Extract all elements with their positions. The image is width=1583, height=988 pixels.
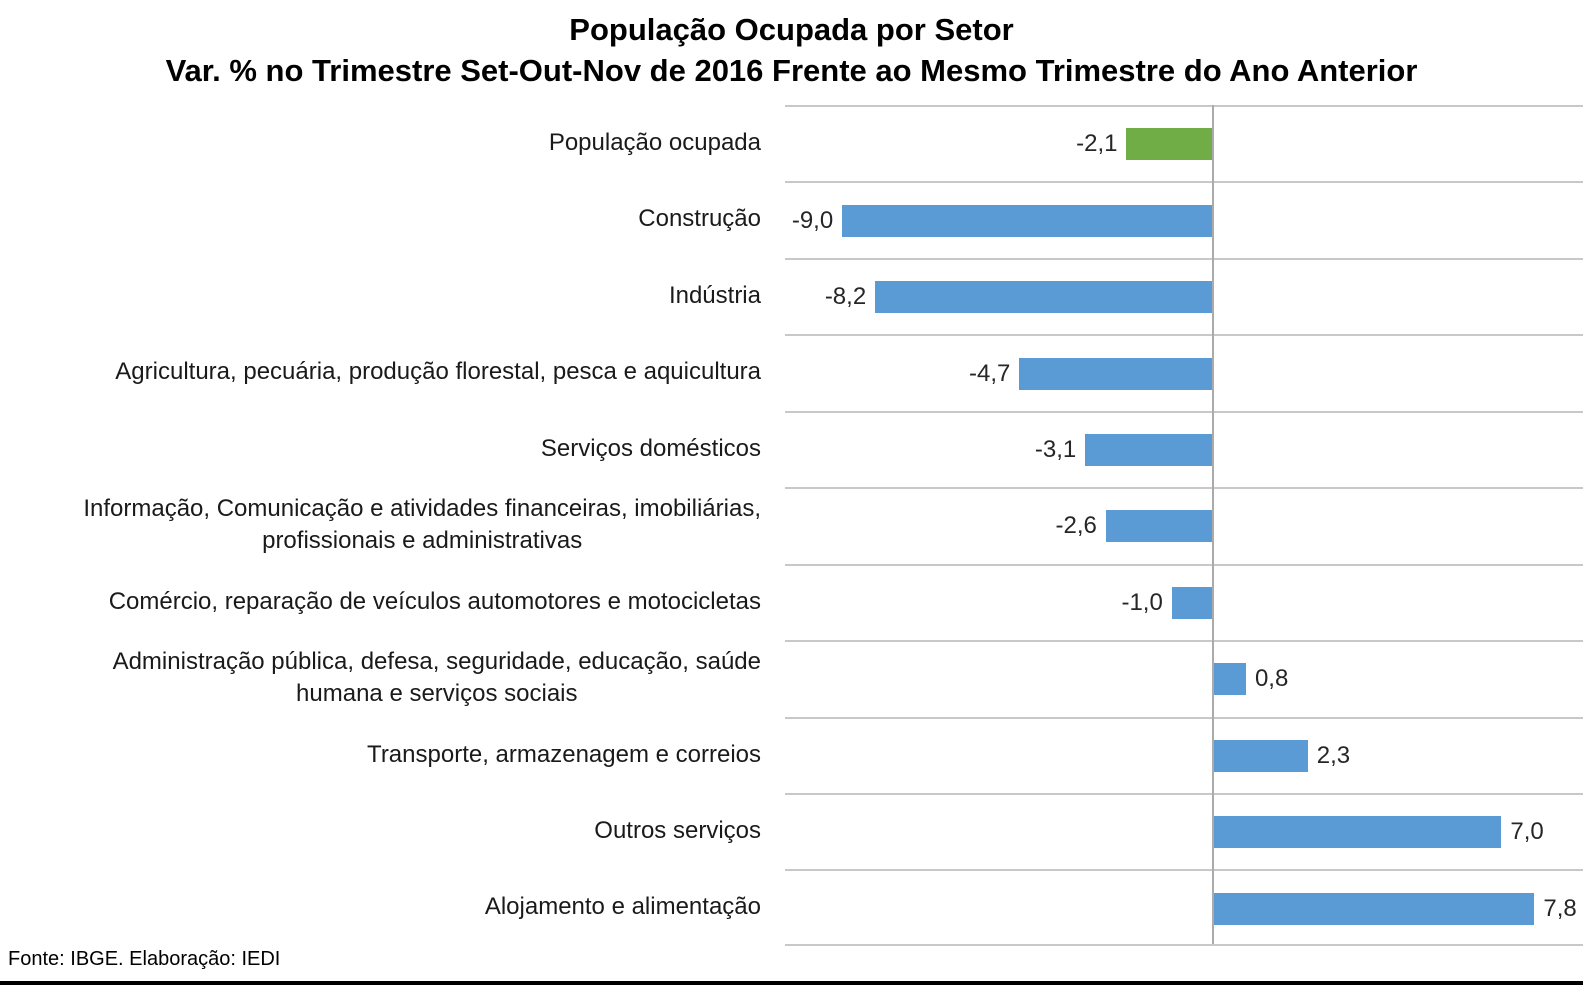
chart-row: População ocupada -2,1: [0, 105, 1583, 181]
plot-bottom-gridline: [785, 944, 1583, 946]
category-label: Outros serviços: [594, 816, 761, 844]
category-label: Transporte, armazenagem e correios: [367, 740, 761, 768]
bar: [1085, 433, 1213, 466]
plot-cell: 0,8: [785, 640, 1583, 716]
value-label: -3,1: [1034, 435, 1077, 463]
value-label: 2,3: [1316, 741, 1351, 769]
bar: [1213, 739, 1308, 772]
plot-cell: -8,2: [785, 257, 1583, 334]
category-label: Alojamento e alimentação: [484, 893, 761, 921]
chart-row: Agricultura, pecuária, produção floresta…: [0, 334, 1583, 410]
chart-row: Alojamento e alimentação 7,8: [0, 869, 1583, 945]
plot-cell: -1,0: [785, 563, 1583, 640]
bar: [1171, 586, 1213, 619]
plot-cell: 7,8: [785, 869, 1583, 945]
value-label: 7,0: [1510, 818, 1544, 846]
value-label: -2,1: [1076, 130, 1118, 158]
category-label-cell: Administração pública, defesa, seguridad…: [0, 640, 785, 716]
plot-cell: -3,1: [785, 410, 1583, 487]
chart-row: Indústria -8,2: [0, 257, 1583, 334]
bar-chart: População ocupada -2,1 Construção -9,0 I…: [0, 105, 1583, 946]
category-label: Indústria: [668, 281, 761, 309]
bar: [842, 204, 1213, 237]
chart-title-block: População Ocupada por Setor Var. % no Tr…: [0, 10, 1583, 92]
category-label-cell: Construção: [0, 181, 785, 257]
source-note: Fonte: IBGE. Elaboração: IEDI: [8, 948, 281, 970]
plot-cell: -9,0: [785, 181, 1583, 257]
chart-row: Serviços domésticos -3,1: [0, 410, 1583, 487]
category-label: Comércio, reparação de veículos automoto…: [108, 587, 761, 615]
category-label-cell: Alojamento e alimentação: [0, 869, 785, 945]
category-label-cell: Agricultura, pecuária, produção floresta…: [0, 334, 785, 410]
chart-row: Informação, Comunicação e atividades fin…: [0, 487, 1583, 563]
zero-axis-line: [1212, 105, 1214, 946]
plot-cell: -2,1: [785, 105, 1583, 181]
category-label: Construção: [638, 205, 761, 233]
bar: [1213, 892, 1535, 925]
value-label: -9,0: [791, 206, 834, 234]
category-label: Agricultura, pecuária, produção floresta…: [115, 358, 761, 386]
category-label-cell: Informação, Comunicação e atividades fin…: [0, 487, 785, 563]
chart-row: Construção -9,0: [0, 181, 1583, 257]
bar: [1105, 510, 1213, 543]
category-label: População ocupada: [548, 129, 761, 157]
value-label: -4,7: [969, 359, 1011, 387]
plot-cell: 2,3: [785, 716, 1583, 793]
value-label: -8,2: [824, 283, 867, 311]
category-label-cell: População ocupada: [0, 105, 785, 181]
chart-row: Comércio, reparação de veículos automoto…: [0, 563, 1583, 640]
plot-cell: -4,7: [785, 334, 1583, 410]
chart-subtitle: Var. % no Trimestre Set-Out-Nov de 2016 …: [165, 52, 1418, 88]
bar: [1019, 357, 1213, 390]
category-label: Administração pública, defesa, seguridad…: [112, 647, 761, 708]
bar: [1213, 816, 1502, 849]
category-label-cell: Outros serviços: [0, 793, 785, 869]
chart-title: População Ocupada por Setor: [569, 12, 1014, 47]
value-label: -2,6: [1055, 512, 1097, 540]
bottom-rule: [0, 981, 1583, 985]
bar: [875, 281, 1213, 314]
category-label-cell: Indústria: [0, 258, 785, 334]
plot-cell: 7,0: [785, 792, 1583, 869]
category-label-cell: Transporte, armazenagem e correios: [0, 717, 785, 793]
category-label-cell: Serviços domésticos: [0, 411, 785, 487]
category-label-cell: Comércio, reparação de veículos automoto…: [0, 564, 785, 640]
chart-rows: População ocupada -2,1 Construção -9,0 I…: [0, 105, 1583, 946]
value-label: 7,8: [1543, 894, 1577, 922]
bar: [1126, 128, 1213, 161]
bar: [1213, 663, 1246, 696]
chart-row: Outros serviços 7,0: [0, 792, 1583, 869]
chart-row: Transporte, armazenagem e correios 2,3: [0, 716, 1583, 793]
value-label: -1,0: [1121, 588, 1163, 616]
chart-row: Administração pública, defesa, seguridad…: [0, 640, 1583, 716]
value-label: 0,8: [1254, 665, 1289, 693]
category-label: Informação, Comunicação e atividades fin…: [83, 495, 761, 555]
category-label: Serviços domésticos: [540, 434, 761, 462]
plot-cell: -2,6: [785, 487, 1583, 563]
